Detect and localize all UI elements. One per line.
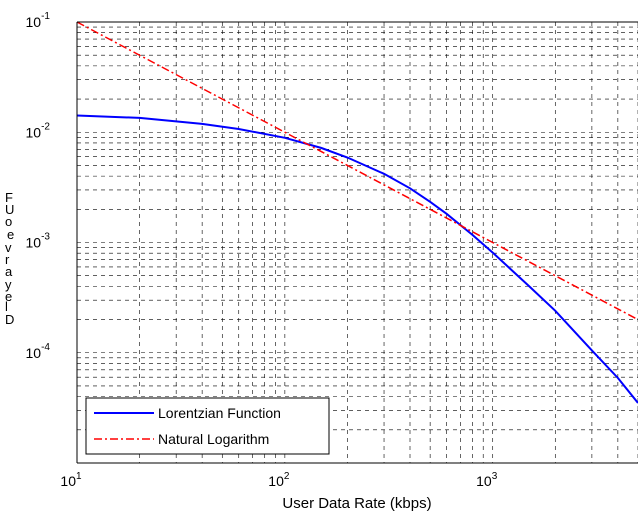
legend-label-lorentzian: Lorentzian Function [158, 405, 281, 421]
series-line-natural-log [76, 21, 638, 321]
legend-label-natural-log: Natural Logarithm [158, 431, 269, 447]
y-label-letter: e [5, 289, 12, 304]
x-tick-label: 103 [476, 471, 498, 489]
y-tick-label: 10-2 [26, 121, 51, 140]
series-layer [76, 21, 638, 404]
x-axis-label: User Data Rate (kbps) [282, 495, 431, 512]
y-tick-label: 10-4 [26, 342, 51, 361]
y-label-letter: r [5, 252, 10, 267]
y-label-letter: e [7, 227, 14, 242]
y-label-letter: o [5, 214, 12, 229]
y-label-letter: F [5, 190, 13, 205]
legend-box [85, 397, 330, 455]
x-tick-label: 101 [60, 471, 82, 489]
grid [76, 21, 638, 464]
y-tick-label: 10-3 [26, 232, 51, 251]
axes [76, 21, 638, 464]
y-label-letter: U [5, 202, 14, 217]
y-label-letter: y [5, 277, 12, 292]
x-tick-label: 102 [268, 471, 290, 489]
y-label-letter: l [5, 299, 8, 314]
y-tick-label: 10-1 [26, 11, 51, 30]
legend: Lorentzian Function Natural Logarithm [85, 397, 330, 455]
y-label-letter: a [5, 264, 13, 279]
y-label-letter: D [5, 312, 14, 327]
series-line-lorentzian [76, 114, 638, 404]
y-label-letter: v [5, 240, 12, 255]
